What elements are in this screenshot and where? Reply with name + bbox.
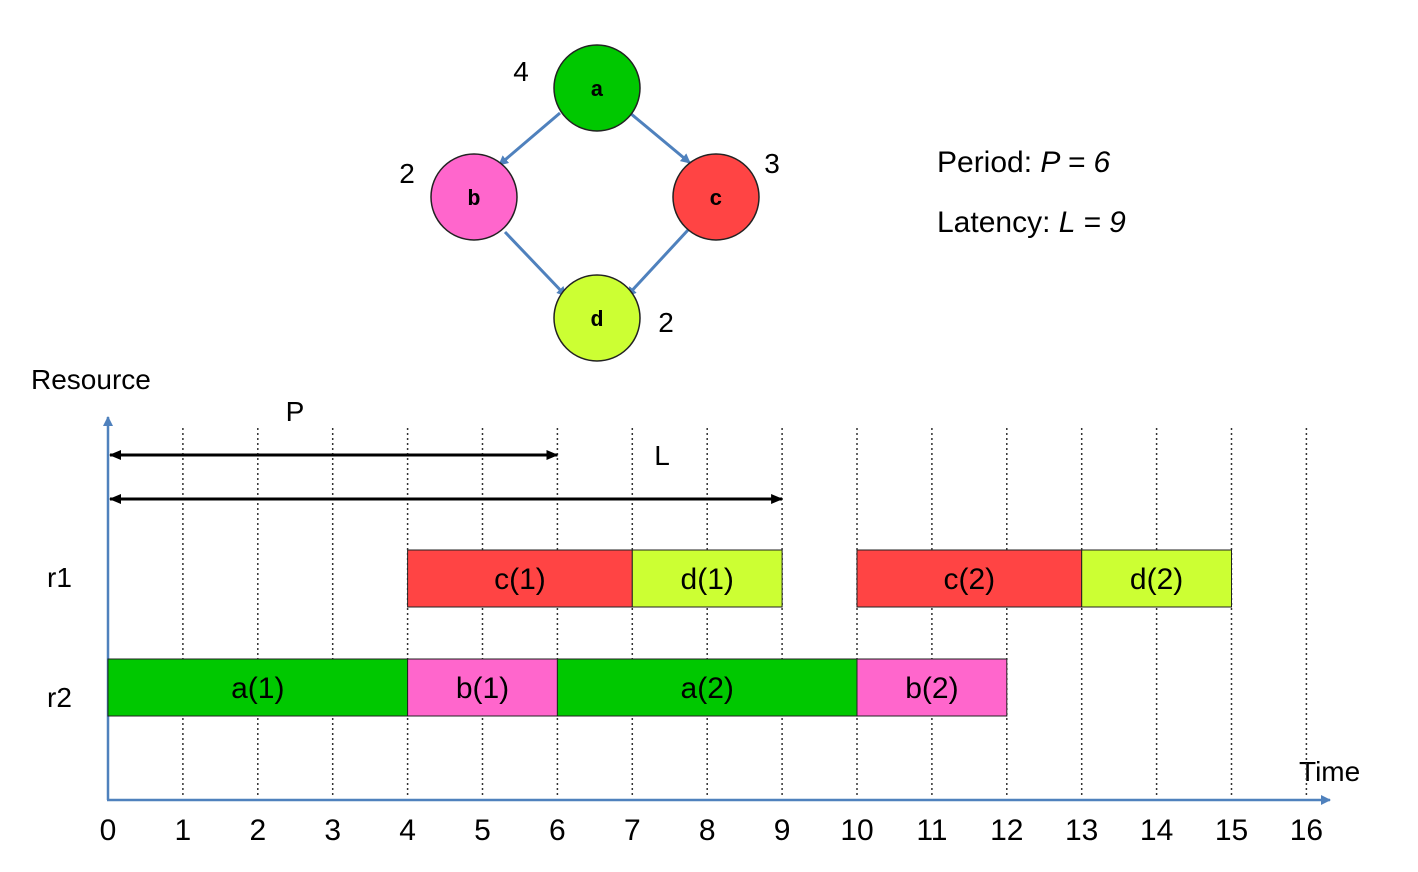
edge-a-to-c — [629, 111, 691, 165]
node-d-weight: 2 — [658, 307, 674, 338]
task-bar-label: d(2) — [1130, 563, 1183, 596]
task-bar — [856, 658, 1008, 717]
task-bars: c(1) d(1) c(2) d(2) a(1) b(1) a(2) b(2) — [107, 549, 1232, 717]
task-bar-label: d(1) — [681, 563, 734, 596]
time-tick-label: 5 — [474, 814, 491, 847]
task-bar-label: b(2) — [905, 672, 958, 705]
time-tick-label: 6 — [549, 814, 566, 847]
time-tick-label: 10 — [840, 814, 873, 847]
time-tick-label: 2 — [249, 814, 266, 847]
node-c-label: c — [709, 187, 722, 212]
task-bar-label: b(1) — [456, 672, 509, 705]
task-bar-label: c(1) — [494, 563, 546, 596]
node-d — [553, 274, 641, 362]
schedule-info: Period: P = 6 Latency: L = 9 — [937, 146, 1126, 239]
period-label: Period: — [937, 146, 1040, 179]
node-b — [430, 153, 518, 241]
node-c — [672, 153, 760, 241]
edge-b-to-d — [503, 230, 568, 298]
time-tick-label: 4 — [399, 814, 416, 847]
period-expression: P = 6 — [1040, 146, 1110, 179]
period-marker-label: P — [286, 396, 305, 427]
task-bar — [407, 658, 558, 717]
time-tick-label: 3 — [324, 814, 341, 847]
node-d-label: d — [590, 308, 603, 333]
task-bar — [407, 549, 633, 608]
gantt-chart: Resource Time P L r1 r2 c(1) d(1) c(2) d(2)… — [31, 364, 1360, 847]
resource-label-r1: r1 — [47, 562, 72, 593]
node-b-weight: 2 — [399, 158, 415, 189]
time-tick-label: 14 — [1140, 814, 1173, 847]
time-tick-label: 16 — [1290, 814, 1323, 847]
time-tick-label: 7 — [624, 814, 641, 847]
edge-c-to-d — [625, 228, 690, 298]
time-tick-label: 15 — [1215, 814, 1248, 847]
node-a-label: a — [590, 78, 603, 103]
node-c-weight: 3 — [764, 148, 780, 179]
node-b-label: b — [467, 187, 480, 212]
time-tick-label: 11 — [916, 814, 947, 847]
time-tick-label: 12 — [990, 814, 1023, 847]
time-tick-label: 1 — [175, 814, 192, 847]
edge-a-to-b — [498, 111, 561, 167]
latency-info: Latency: L = 9 — [937, 206, 1126, 239]
latency-marker-label: L — [654, 440, 670, 471]
task-graph: a b c d 4 2 3 2 — [399, 44, 780, 362]
time-tick-label: 0 — [100, 814, 117, 847]
time-tick-label: 8 — [699, 814, 716, 847]
task-bar — [107, 658, 409, 717]
y-axis-label: Resource — [31, 364, 151, 395]
latency-label: Latency: — [937, 206, 1059, 239]
node-a — [553, 44, 641, 132]
node-a-weight: 4 — [513, 56, 529, 87]
time-gridlines — [182, 428, 1308, 798]
period-info: Period: P = 6 — [937, 146, 1110, 179]
latency-expression: L = 9 — [1059, 206, 1126, 239]
task-bar-label: a(2) — [681, 672, 734, 705]
x-axis-label: Time — [1299, 756, 1360, 787]
task-bar — [1081, 549, 1232, 608]
resource-label-r2: r2 — [47, 682, 72, 713]
task-bar — [631, 549, 783, 608]
task-bar-label: a(1) — [231, 672, 284, 705]
task-bar-label: c(2) — [944, 563, 996, 596]
time-tick-labels: 0 1 2 3 4 5 6 7 8 9 10 11 12 13 14 15 16 — [100, 814, 1323, 847]
time-tick-label: 13 — [1065, 814, 1098, 847]
time-tick-label: 9 — [774, 814, 791, 847]
